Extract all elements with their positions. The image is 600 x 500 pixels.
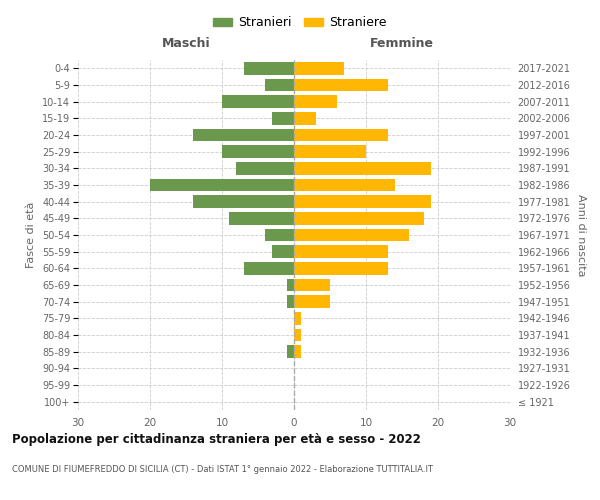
Bar [244,262,294,274]
Bar [287,296,294,308]
Bar [272,246,294,258]
Bar [294,346,301,358]
Y-axis label: Fasce di età: Fasce di età [26,202,37,268]
Bar [229,212,294,224]
Bar [222,146,294,158]
Text: COMUNE DI FIUMEFREDDO DI SICILIA (CT) - Dati ISTAT 1° gennaio 2022 - Elaborazion: COMUNE DI FIUMEFREDDO DI SICILIA (CT) - … [12,466,433,474]
Bar [294,162,431,174]
Bar [294,146,366,158]
Bar [294,262,388,274]
Bar [294,229,409,241]
Bar [272,112,294,124]
Bar [244,62,294,74]
Bar [193,129,294,141]
Bar [265,229,294,241]
Bar [294,329,301,341]
Bar [236,162,294,174]
Bar [294,196,431,208]
Bar [287,279,294,291]
Bar [222,96,294,108]
Bar [193,196,294,208]
Text: Popolazione per cittadinanza straniera per età e sesso - 2022: Popolazione per cittadinanza straniera p… [12,432,421,446]
Bar [150,179,294,192]
Bar [294,279,330,291]
Bar [294,179,395,192]
Bar [265,79,294,92]
Bar [294,212,424,224]
Bar [294,246,388,258]
Bar [294,79,388,92]
Bar [294,112,316,124]
Legend: Stranieri, Straniere: Stranieri, Straniere [208,11,392,34]
Text: Maschi: Maschi [161,37,211,50]
Y-axis label: Anni di nascita: Anni di nascita [576,194,586,276]
Text: Femmine: Femmine [370,37,434,50]
Bar [287,346,294,358]
Bar [294,62,344,74]
Bar [294,312,301,324]
Bar [294,96,337,108]
Bar [294,296,330,308]
Bar [294,129,388,141]
